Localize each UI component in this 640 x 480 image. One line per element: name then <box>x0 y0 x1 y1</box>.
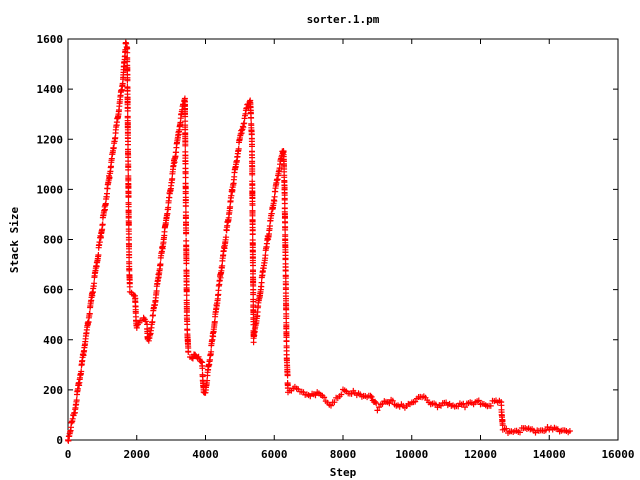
axis-ticks: 0 2000 4000 6000 8000 10000 12000 14000 16000 0 20… <box>37 33 635 461</box>
chart-title: sorter.1.pm <box>307 13 380 26</box>
x-tick-label: 2000 <box>124 448 151 461</box>
x-tick-label: 14000 <box>533 448 566 461</box>
y-tick-label: 1600 <box>37 33 64 46</box>
x-tick-label: 0 <box>65 448 72 461</box>
x-tick-label: 12000 <box>464 448 497 461</box>
plus-markers <box>65 39 573 444</box>
x-tick-label: 4000 <box>192 448 219 461</box>
x-axis-label: Step <box>330 466 357 479</box>
y-tick-label: 400 <box>43 334 63 347</box>
plot-frame <box>67 38 619 441</box>
y-tick-label: 600 <box>43 284 63 297</box>
x-tick-label: 8000 <box>330 448 357 461</box>
x-tick-label: 10000 <box>395 448 428 461</box>
y-axis-label: Stack Size <box>8 207 21 274</box>
y-tick-label: 1400 <box>37 83 64 96</box>
y-tick-label: 800 <box>43 234 63 247</box>
y-tick-label: 1200 <box>37 133 64 146</box>
x-tick-label: 6000 <box>261 448 288 461</box>
data-points <box>65 39 573 444</box>
y-tick-label: 0 <box>56 434 63 447</box>
y-tick-label: 1000 <box>37 183 64 196</box>
x-tick-label: 16000 <box>601 448 634 461</box>
y-tick-label: 200 <box>43 384 63 397</box>
